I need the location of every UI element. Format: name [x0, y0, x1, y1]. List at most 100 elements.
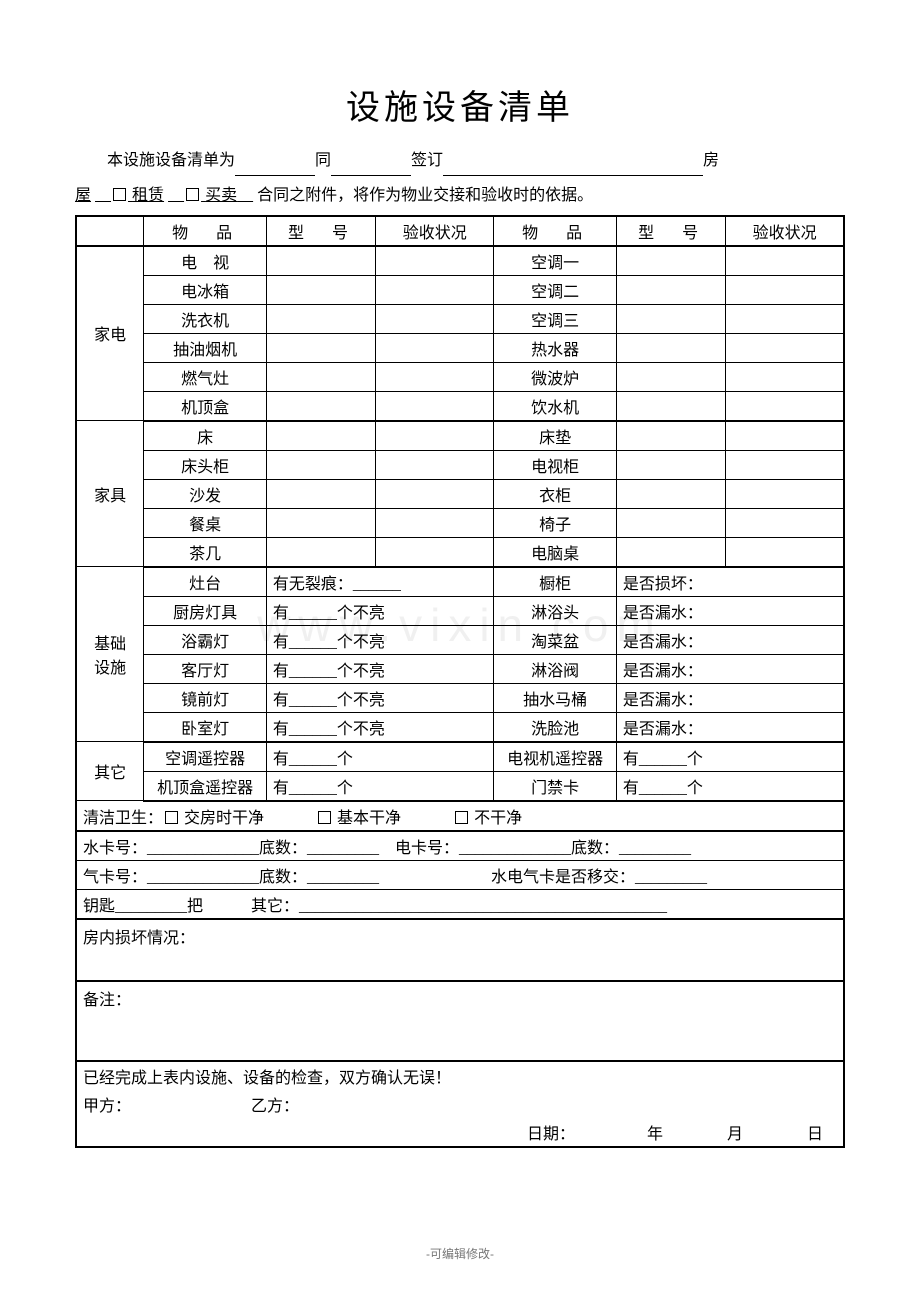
input-cell[interactable] [266, 362, 375, 391]
item-cell: 洗衣机 [144, 304, 267, 333]
intro-text: 本设施设备清单为 [107, 152, 235, 169]
checkbox-option[interactable]: 买卖 [168, 187, 253, 204]
input-cell[interactable] [376, 537, 494, 567]
input-cell[interactable] [616, 304, 725, 333]
input-cell[interactable] [266, 450, 375, 479]
input-cell[interactable] [726, 304, 844, 333]
input-cell[interactable] [616, 479, 725, 508]
checkbox-icon[interactable] [318, 811, 331, 824]
item-cell: 空调一 [494, 246, 617, 276]
item-cell: 空调遥控器 [144, 742, 267, 772]
question-cell[interactable]: 有______个不亮 [266, 654, 494, 683]
intro-text: 同 [315, 152, 331, 169]
checkbox-icon[interactable] [455, 811, 468, 824]
input-cell[interactable] [616, 391, 725, 421]
input-cell[interactable] [376, 304, 494, 333]
input-cell[interactable] [266, 537, 375, 567]
page-footer: -可编辑修改- [0, 1245, 920, 1262]
category-cell: 基础设施 [76, 567, 144, 742]
item-cell: 椅子 [494, 508, 617, 537]
input-cell[interactable] [726, 508, 844, 537]
question-cell[interactable]: 有______个不亮 [266, 712, 494, 742]
table-header-row: 物 品 型 号 验收状况 物 品 型 号 验收状况 [76, 216, 844, 246]
table-row: 电冰箱空调二 [76, 275, 844, 304]
question-cell[interactable]: 有______个不亮 [266, 683, 494, 712]
input-cell[interactable] [376, 421, 494, 451]
item-cell: 床头柜 [144, 450, 267, 479]
question-cell[interactable]: 有______个不亮 [266, 625, 494, 654]
question-cell[interactable]: 是否漏水： [616, 712, 844, 742]
input-cell[interactable] [616, 537, 725, 567]
question-cell[interactable]: 有______个 [616, 742, 844, 772]
input-cell[interactable] [376, 508, 494, 537]
col-header: 物 品 [144, 216, 267, 246]
input-cell[interactable] [266, 246, 375, 276]
input-cell[interactable] [376, 479, 494, 508]
input-cell[interactable] [726, 333, 844, 362]
question-cell[interactable]: 是否损坏： [616, 567, 844, 597]
date-row: 日期： 年 月 日 [76, 1118, 844, 1147]
input-cell[interactable] [266, 304, 375, 333]
input-cell[interactable] [376, 391, 494, 421]
damage-cell[interactable]: 房内损坏情况： [76, 919, 844, 981]
question-cell[interactable]: 是否漏水： [616, 654, 844, 683]
card-cell[interactable]: 气卡号：______________底数：_________ 水电气卡是否移交：… [76, 860, 844, 889]
cleanliness-cell[interactable]: 清洁卫生： 交房时干净 基本干净 不干净 [76, 801, 844, 831]
table-row: 餐桌椅子 [76, 508, 844, 537]
input-cell[interactable] [376, 333, 494, 362]
question-cell[interactable]: 有无裂痕：______ [266, 567, 494, 597]
input-cell[interactable] [266, 333, 375, 362]
input-cell[interactable] [726, 479, 844, 508]
checkbox-icon[interactable] [165, 811, 178, 824]
input-cell[interactable] [266, 391, 375, 421]
input-cell[interactable] [726, 537, 844, 567]
question-cell[interactable]: 有______个 [266, 771, 494, 801]
question-cell[interactable]: 有______个 [616, 771, 844, 801]
input-cell[interactable] [266, 421, 375, 451]
input-cell[interactable] [726, 362, 844, 391]
input-cell[interactable] [616, 333, 725, 362]
item-cell: 机顶盒遥控器 [144, 771, 267, 801]
transfer-card: 水电气卡是否移交：_________ [491, 869, 707, 886]
keys-cell[interactable]: 钥匙_________把 其它：________________________… [76, 889, 844, 919]
question-cell[interactable]: 有______个不亮 [266, 596, 494, 625]
blank-field[interactable] [235, 158, 315, 176]
question-cell[interactable]: 是否漏水： [616, 625, 844, 654]
input-cell[interactable] [266, 275, 375, 304]
blank-field[interactable] [331, 158, 411, 176]
input-cell[interactable] [726, 275, 844, 304]
input-cell[interactable] [376, 246, 494, 276]
remark-cell[interactable]: 备注： [76, 981, 844, 1061]
intro-text: 签订 [411, 152, 443, 169]
question-cell[interactable]: 是否漏水： [616, 596, 844, 625]
input-cell[interactable] [726, 246, 844, 276]
input-cell[interactable] [616, 275, 725, 304]
input-cell[interactable] [616, 421, 725, 451]
table-row: 卧室灯有______个不亮洗脸池是否漏水： [76, 712, 844, 742]
gas-card: 气卡号：______________底数：_________ [83, 869, 379, 886]
table-row: 燃气灶微波炉 [76, 362, 844, 391]
signature-cell[interactable]: 甲方： 乙方： [76, 1090, 844, 1118]
input-cell[interactable] [376, 450, 494, 479]
item-cell: 茶几 [144, 537, 267, 567]
input-cell[interactable] [266, 508, 375, 537]
input-cell[interactable] [376, 362, 494, 391]
card-cell[interactable]: 水卡号：______________底数：_________ 电卡号：_____… [76, 831, 844, 861]
input-cell[interactable] [616, 450, 725, 479]
input-cell[interactable] [616, 508, 725, 537]
date-cell[interactable]: 日期： 年 月 日 [76, 1118, 844, 1147]
blank-field[interactable] [443, 158, 703, 176]
input-cell[interactable] [266, 479, 375, 508]
item-cell: 抽油烟机 [144, 333, 267, 362]
question-cell[interactable]: 有______个 [266, 742, 494, 772]
input-cell[interactable] [726, 450, 844, 479]
question-cell[interactable]: 是否漏水： [616, 683, 844, 712]
input-cell[interactable] [616, 246, 725, 276]
input-cell[interactable] [616, 362, 725, 391]
input-cell[interactable] [726, 391, 844, 421]
category-cell: 家电 [76, 246, 144, 421]
input-cell[interactable] [376, 275, 494, 304]
checkbox-option[interactable]: 租赁 [95, 187, 164, 204]
input-cell[interactable] [726, 421, 844, 451]
page-title: 设施设备清单 [75, 80, 845, 129]
